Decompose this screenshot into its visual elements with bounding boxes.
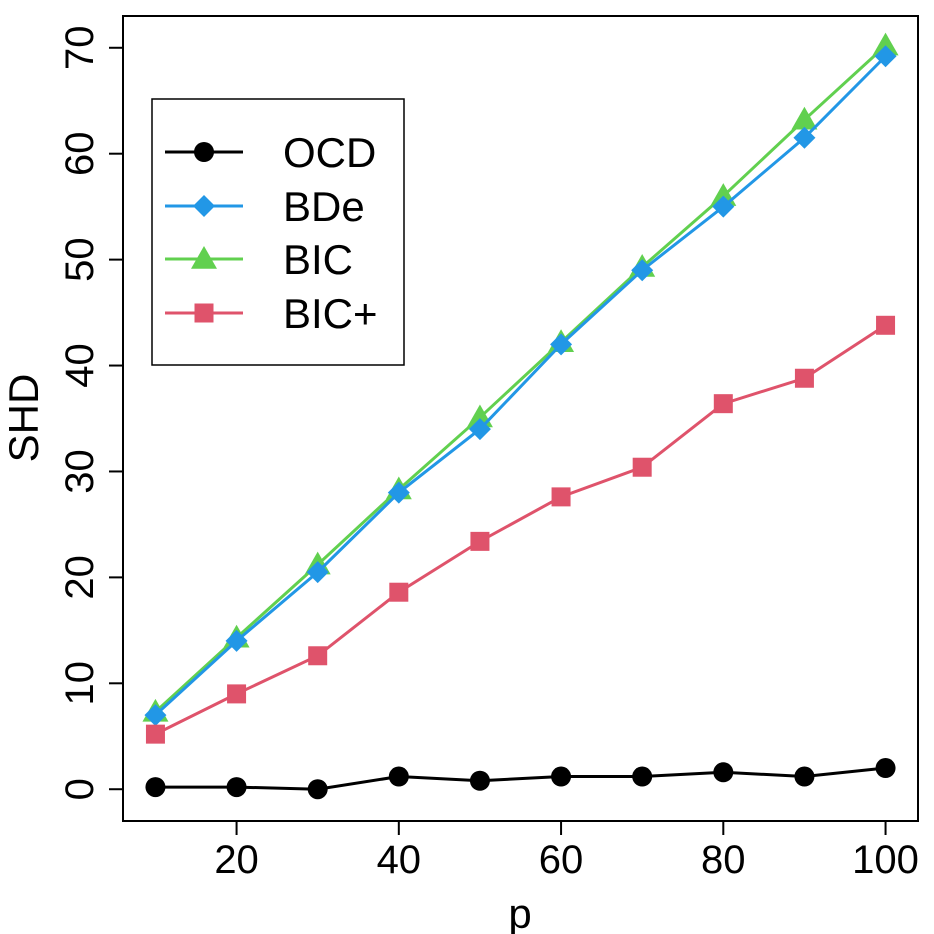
x-tick-label: 20 bbox=[214, 838, 259, 882]
legend: OCD BDe BIC BIC+ bbox=[151, 98, 405, 366]
x-axis: 20 40 60 80 100 bbox=[214, 821, 919, 882]
legend-marker bbox=[193, 195, 215, 217]
series-line bbox=[155, 766, 886, 791]
data-point bbox=[387, 481, 410, 504]
x-tick-label: 40 bbox=[377, 838, 422, 882]
data-point bbox=[145, 724, 165, 744]
data-point bbox=[712, 195, 735, 218]
x-tick-label: 60 bbox=[539, 838, 584, 882]
series-bde bbox=[144, 45, 897, 727]
series-bic-plus bbox=[145, 315, 896, 744]
plot-frame bbox=[122, 15, 919, 822]
data-point bbox=[791, 106, 818, 130]
y-tick-label: 60 bbox=[58, 131, 102, 176]
data-point bbox=[794, 766, 815, 787]
legend-label: OCD bbox=[283, 129, 376, 176]
data-point bbox=[713, 762, 734, 783]
data-point bbox=[389, 582, 409, 602]
series-line bbox=[154, 324, 887, 736]
x-axis-title: p bbox=[508, 890, 531, 934]
data-point bbox=[308, 646, 328, 666]
series-layer bbox=[142, 32, 899, 800]
data-point bbox=[550, 333, 573, 356]
x-tick-label: 80 bbox=[701, 838, 746, 882]
data-point bbox=[145, 777, 166, 798]
y-tick-label: 30 bbox=[58, 449, 102, 494]
data-point bbox=[225, 629, 248, 652]
data-point bbox=[388, 766, 409, 787]
y-axis-title: SHD bbox=[0, 374, 47, 463]
series-line bbox=[154, 55, 887, 717]
legend-box bbox=[151, 98, 405, 366]
x-tick-label: 100 bbox=[852, 838, 919, 882]
legend-marker bbox=[191, 246, 217, 269]
series-line bbox=[154, 44, 887, 714]
y-tick-label: 40 bbox=[58, 343, 102, 388]
legend-marker bbox=[194, 303, 214, 323]
data-point bbox=[632, 457, 652, 477]
data-point bbox=[632, 766, 653, 787]
y-tick-label: 0 bbox=[58, 778, 102, 800]
data-point bbox=[631, 259, 654, 282]
series-ocd bbox=[145, 758, 896, 800]
data-point bbox=[470, 531, 490, 551]
data-point bbox=[144, 704, 167, 727]
y-tick-label: 50 bbox=[58, 237, 102, 282]
y-tick-label: 20 bbox=[58, 555, 102, 600]
y-tick-label: 10 bbox=[58, 661, 102, 706]
y-tick-label: 70 bbox=[58, 26, 102, 71]
legend-item: OCD bbox=[165, 129, 376, 176]
legend-item: BDe bbox=[165, 183, 365, 230]
data-point bbox=[307, 779, 328, 800]
data-point bbox=[875, 758, 896, 779]
legend-label: BDe bbox=[283, 183, 365, 230]
data-point bbox=[876, 315, 896, 335]
data-point bbox=[306, 561, 329, 584]
data-point bbox=[469, 770, 490, 791]
y-axis: 0 10 20 30 40 50 60 70 bbox=[58, 26, 123, 800]
data-point bbox=[227, 684, 247, 704]
data-point bbox=[226, 777, 247, 798]
legend-label: BIC bbox=[283, 236, 353, 283]
data-point bbox=[713, 394, 733, 414]
legend-marker bbox=[194, 142, 214, 162]
data-point bbox=[551, 766, 572, 787]
data-point bbox=[793, 126, 816, 149]
data-point bbox=[872, 32, 899, 56]
legend-label: BIC+ bbox=[283, 290, 378, 337]
legend-item: BIC bbox=[165, 236, 353, 283]
data-point bbox=[551, 487, 571, 507]
data-point bbox=[874, 45, 897, 68]
data-point bbox=[468, 418, 491, 441]
legend-item: BIC+ bbox=[165, 290, 378, 337]
data-point bbox=[794, 368, 814, 388]
